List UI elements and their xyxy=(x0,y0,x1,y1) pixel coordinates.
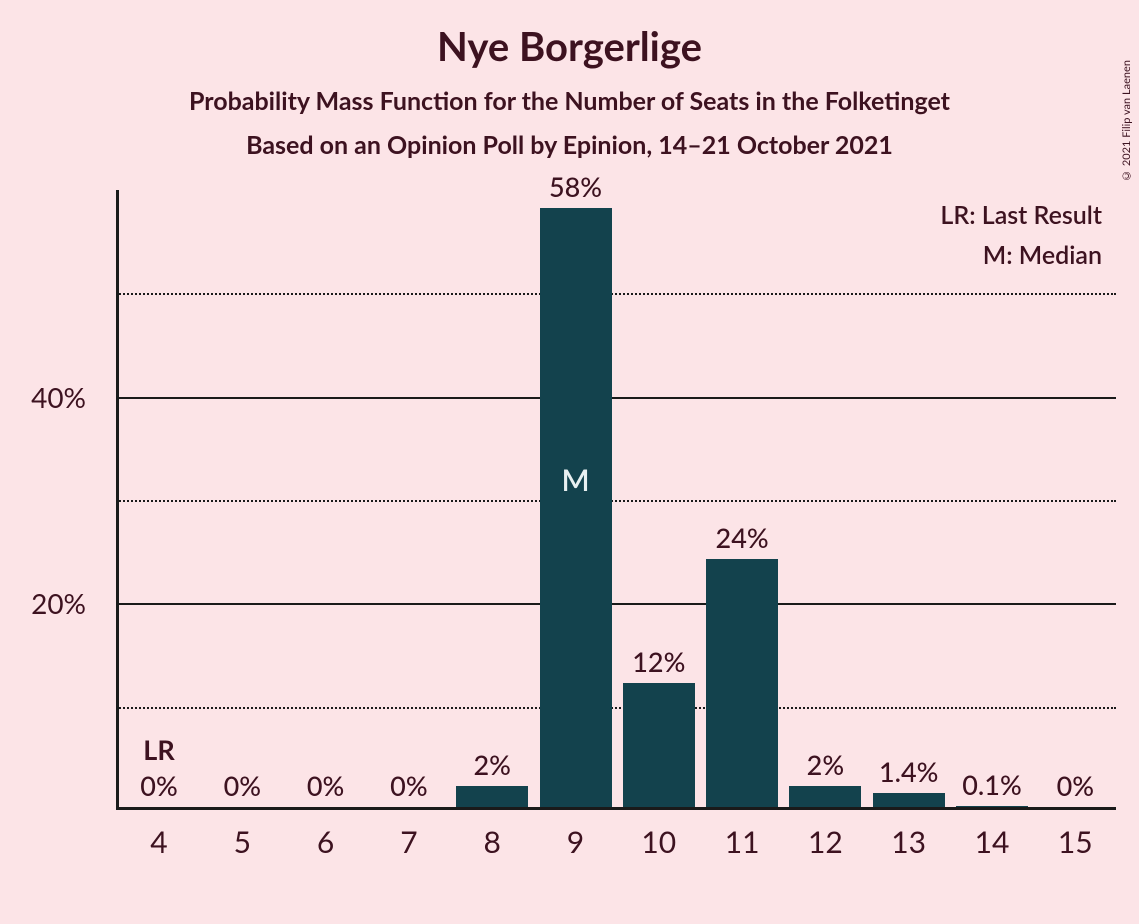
bar xyxy=(706,559,778,807)
x-tick-label: 11 xyxy=(725,824,760,860)
legend-last-result: LR: Last Result xyxy=(940,200,1102,230)
bar-value-label: 0% xyxy=(224,769,261,802)
x-tick-label: 4 xyxy=(150,824,167,860)
gridline xyxy=(116,293,1116,295)
y-tick-label: 40% xyxy=(0,380,86,414)
bar-value-label: 12% xyxy=(632,645,685,678)
copyright-text: © 2021 Filip van Laenen xyxy=(1120,60,1133,182)
gridline xyxy=(116,397,1116,399)
bar xyxy=(540,208,612,807)
x-tick-label: 5 xyxy=(234,824,251,860)
x-tick-label: 7 xyxy=(400,824,417,860)
bar xyxy=(789,786,861,807)
bar-value-label: 58% xyxy=(549,170,602,203)
bar-value-label: 0% xyxy=(390,769,427,802)
bar xyxy=(956,806,1028,807)
bar-value-label: 0% xyxy=(140,769,177,802)
median-marker: M xyxy=(561,462,589,498)
x-tick-label: 14 xyxy=(975,824,1010,860)
bar-value-label: 0% xyxy=(307,769,344,802)
x-tick-label: 9 xyxy=(567,824,584,860)
chart-subtitle-1: Probability Mass Function for the Number… xyxy=(0,70,1139,116)
x-tick-label: 15 xyxy=(1058,824,1093,860)
bar xyxy=(873,793,945,807)
gridline xyxy=(116,500,1116,502)
bar xyxy=(456,786,528,807)
x-tick-label: 10 xyxy=(641,824,676,860)
gridline xyxy=(116,603,1116,605)
bar-value-label: 2% xyxy=(807,748,844,781)
legend-median: M: Median xyxy=(983,240,1102,270)
chart-title: Nye Borgerlige xyxy=(0,0,1139,70)
bar-value-label: 24% xyxy=(716,521,769,554)
x-axis xyxy=(116,807,1116,810)
x-tick-label: 6 xyxy=(317,824,334,860)
y-tick-label: 20% xyxy=(0,586,86,620)
bar xyxy=(623,683,695,807)
bar-value-label: 0.1% xyxy=(962,768,1021,801)
bar-value-label: 1.4% xyxy=(879,755,938,788)
chart-subtitle-2: Based on an Opinion Poll by Epinion, 14–… xyxy=(0,116,1139,160)
x-tick-label: 13 xyxy=(891,824,926,860)
gridline xyxy=(116,707,1116,709)
bar-value-label: 2% xyxy=(473,748,510,781)
chart-plot-area: LR: Last Result M: Median 20%40%0%4LR0%5… xyxy=(116,190,1116,810)
x-tick-label: 12 xyxy=(808,824,843,860)
bar-value-label: 0% xyxy=(1057,769,1094,802)
last-result-marker: LR xyxy=(143,733,174,766)
x-tick-label: 8 xyxy=(483,824,500,860)
